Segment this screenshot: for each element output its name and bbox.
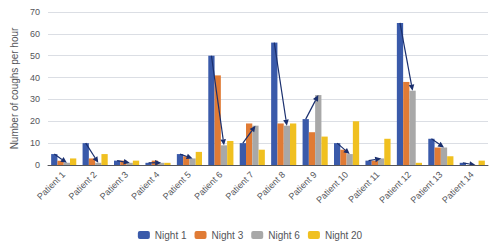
svg-text:Patient 14: Patient 14 (440, 169, 476, 205)
svg-text:Patient 9: Patient 9 (287, 169, 319, 201)
svg-text:Night 1: Night 1 (155, 230, 187, 241)
svg-text:30: 30 (30, 94, 40, 104)
svg-text:Night 6: Night 6 (268, 230, 300, 241)
svg-text:Patient 7: Patient 7 (224, 169, 256, 201)
svg-text:Number of coughs per hour: Number of coughs per hour (9, 27, 20, 149)
svg-text:70: 70 (30, 7, 40, 17)
svg-text:Patient 10: Patient 10 (314, 169, 350, 205)
svg-text:Patient 6: Patient 6 (192, 169, 224, 201)
svg-text:Patient 13: Patient 13 (409, 169, 445, 205)
svg-text:0: 0 (35, 160, 40, 170)
svg-text:Patient 3: Patient 3 (98, 169, 130, 201)
svg-text:Patient 4: Patient 4 (129, 169, 161, 201)
svg-text:Patient 11: Patient 11 (346, 169, 381, 204)
svg-text:20: 20 (30, 116, 40, 126)
svg-text:Patient 8: Patient 8 (255, 169, 287, 201)
svg-text:10: 10 (30, 138, 40, 148)
svg-text:Night 20: Night 20 (325, 230, 363, 241)
svg-text:Patient 2: Patient 2 (67, 169, 99, 201)
svg-text:60: 60 (30, 29, 40, 39)
svg-text:Patient 5: Patient 5 (161, 169, 193, 201)
svg-text:Patient 1: Patient 1 (35, 169, 67, 201)
svg-text:50: 50 (30, 51, 40, 61)
svg-text:Night 3: Night 3 (212, 230, 244, 241)
svg-text:40: 40 (30, 73, 40, 83)
svg-text:Patient 12: Patient 12 (377, 169, 413, 205)
